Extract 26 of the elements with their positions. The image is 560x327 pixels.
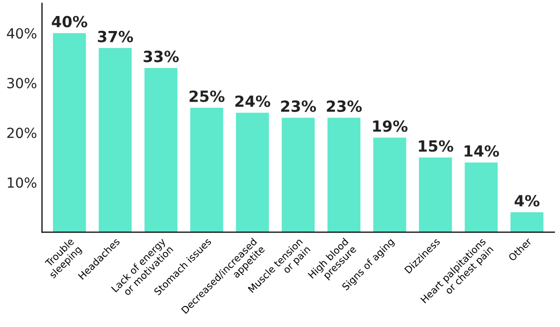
data-label: 25%	[190, 90, 224, 102]
bar	[510, 212, 544, 232]
data-label: 19%	[373, 120, 408, 132]
data-label: 14%	[464, 145, 499, 157]
data-label: 40%	[52, 16, 88, 28]
bar	[236, 112, 269, 232]
data-label: 23%	[281, 100, 316, 112]
bar	[190, 108, 224, 232]
data-label: 24%	[235, 95, 270, 108]
y-tick-label: 40%	[6, 28, 36, 39]
data-label: 33%	[144, 50, 179, 62]
bar	[464, 162, 498, 232]
y-tick-label: 20%	[7, 128, 36, 138]
bar	[282, 118, 315, 232]
bar	[418, 158, 452, 232]
data-label: 23%	[326, 100, 362, 112]
data-label: 4%	[514, 194, 540, 207]
data-label: 15%	[418, 140, 454, 152]
y-tick-label: 30%	[7, 78, 36, 88]
bar	[327, 118, 360, 232]
data-label: 37%	[98, 30, 133, 42]
bar	[373, 138, 406, 232]
bar	[52, 33, 86, 232]
bar	[98, 48, 132, 232]
y-tick-label: 10%	[8, 177, 36, 188]
bar	[144, 68, 178, 232]
